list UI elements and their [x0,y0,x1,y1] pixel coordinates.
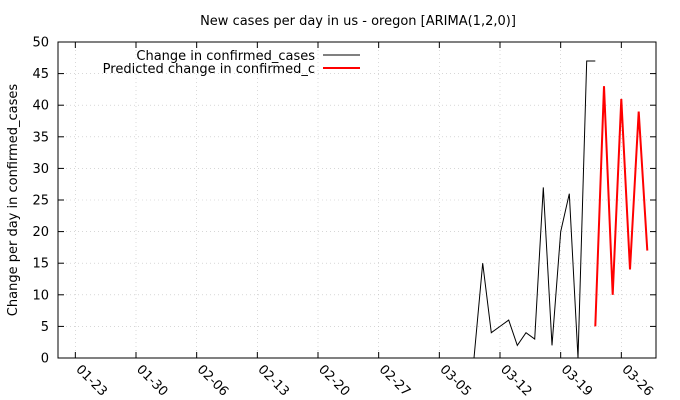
x-tick-label: 03-05 [437,362,474,399]
chart-title: New cases per day in us - oregon [ARIMA(… [200,14,516,29]
axis-ticks: 0 5 10 15 20 25 30 35 40 45 50 01-23 01-30 02-06 02-13… [32,36,656,400]
y-tick-label: 0 [41,352,49,367]
x-tick-label: 02-20 [315,362,352,399]
y-tick-label: 10 [32,288,49,303]
y-tick-label: 25 [32,194,49,209]
y-tick-label: 5 [41,320,49,335]
y-tick-label: 15 [32,257,49,272]
y-tick-label: 35 [32,130,49,145]
legend: Change in confirmed_cases Predicted chan… [103,49,360,77]
y-tick-label: 30 [32,162,49,177]
x-tick-label: 01-30 [133,362,170,399]
x-tick-label: 01-23 [73,362,110,399]
grid [58,42,656,358]
x-tick-label: 03-26 [619,362,656,399]
x-tick-label: 02-27 [376,362,413,399]
y-tick-label: 50 [32,36,49,51]
y-tick-label: 40 [32,99,49,114]
series-line-predicted [594,86,649,327]
x-tick-label: 02-06 [194,362,231,399]
series-lines [473,60,649,359]
series-line-observed [473,60,596,359]
y-tick-label: 20 [32,225,49,240]
x-tick-label: 02-13 [255,362,292,399]
x-tick-label: 03-19 [558,362,595,399]
x-tick-label: 03-12 [497,362,534,399]
legend-label-observed: Change in confirmed_cases [136,49,315,64]
y-axis-label: Change per day in confirmed_cases [6,84,21,317]
y-tick-label: 45 [32,67,49,82]
legend-label-predicted: Predicted change in confirmed_c [103,62,315,77]
